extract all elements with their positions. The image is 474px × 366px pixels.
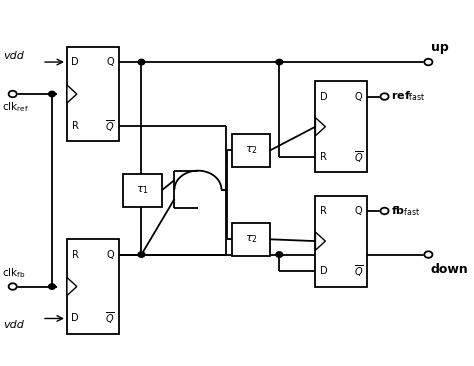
Bar	[232, 134, 270, 167]
Circle shape	[138, 59, 145, 65]
Text: R: R	[320, 206, 327, 216]
Text: up: up	[431, 41, 448, 54]
Circle shape	[381, 93, 389, 100]
Text: $\overline{Q}$: $\overline{Q}$	[105, 118, 115, 134]
Circle shape	[9, 91, 17, 97]
Text: R: R	[72, 250, 79, 259]
Circle shape	[49, 91, 55, 97]
Bar	[67, 239, 119, 334]
Text: $\tau_2$: $\tau_2$	[245, 234, 257, 245]
Circle shape	[276, 59, 283, 65]
Text: vdd: vdd	[4, 51, 25, 61]
Text: $\tau_1$: $\tau_1$	[136, 184, 149, 196]
Bar	[315, 81, 367, 172]
Circle shape	[381, 208, 389, 214]
Text: clk$_{\rm ref}$: clk$_{\rm ref}$	[2, 101, 29, 114]
Text: R: R	[320, 152, 327, 162]
Polygon shape	[67, 85, 77, 103]
Text: ref$_{\rm fast}$: ref$_{\rm fast}$	[391, 90, 425, 104]
Bar	[232, 223, 270, 255]
Circle shape	[424, 251, 432, 258]
Text: clk$_{\rm fb}$: clk$_{\rm fb}$	[2, 266, 26, 280]
Circle shape	[424, 59, 432, 65]
Bar	[315, 196, 367, 287]
Text: D: D	[320, 92, 328, 101]
Circle shape	[138, 252, 145, 257]
Text: D: D	[71, 57, 79, 67]
Text: R: R	[72, 121, 79, 131]
Text: down: down	[431, 262, 468, 276]
Text: $\overline{Q}$: $\overline{Q}$	[105, 311, 115, 326]
Bar	[123, 174, 162, 207]
Polygon shape	[67, 277, 77, 296]
Circle shape	[49, 284, 55, 289]
Circle shape	[9, 283, 17, 290]
Text: Q: Q	[106, 250, 114, 259]
Polygon shape	[315, 232, 325, 250]
Text: Q: Q	[355, 92, 362, 101]
Text: D: D	[71, 314, 79, 324]
Text: $\tau_2$: $\tau_2$	[245, 145, 257, 156]
Text: Q: Q	[106, 57, 114, 67]
Text: fb$_{\rm fast}$: fb$_{\rm fast}$	[391, 204, 420, 218]
Text: D: D	[320, 266, 328, 276]
Text: vdd: vdd	[4, 320, 25, 329]
Text: $\overline{Q}$: $\overline{Q}$	[354, 264, 363, 279]
Text: Q: Q	[355, 206, 362, 216]
Circle shape	[276, 252, 283, 257]
Text: $\overline{Q}$: $\overline{Q}$	[354, 149, 363, 165]
Bar	[67, 47, 119, 141]
Polygon shape	[315, 117, 325, 136]
